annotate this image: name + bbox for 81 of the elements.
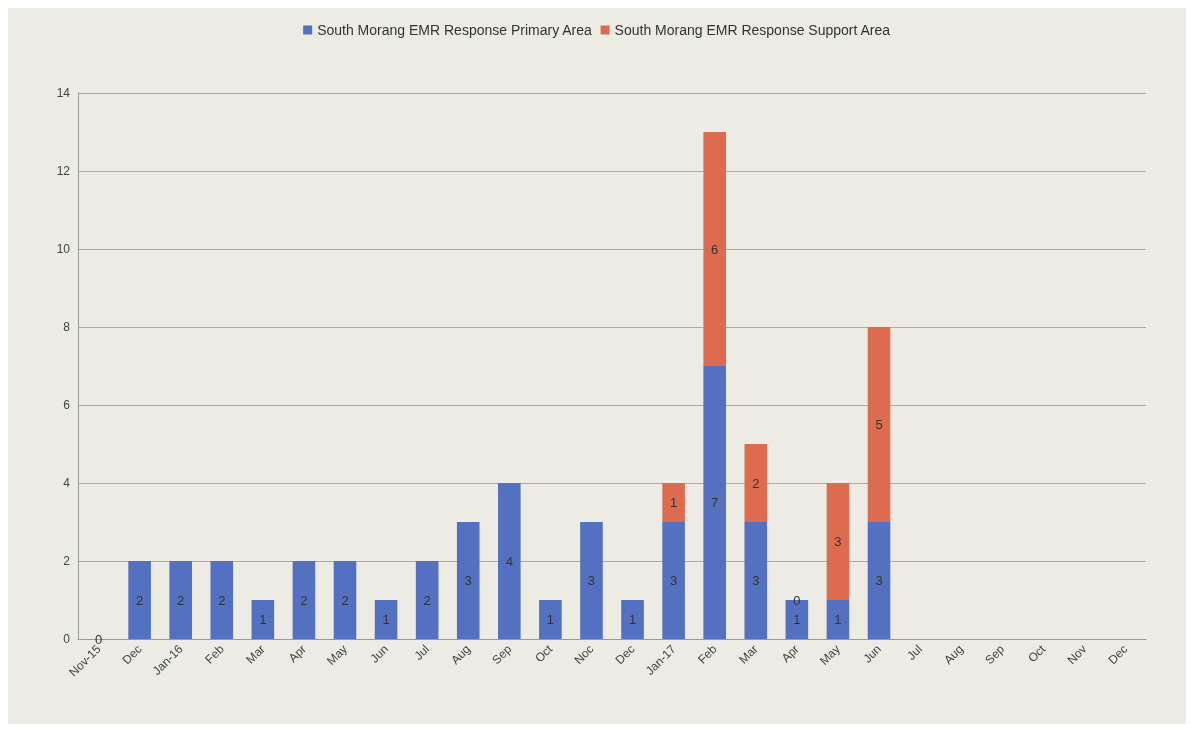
data-label: 2 [423,592,431,608]
x-tick-label: Noc [571,642,597,668]
x-tick-label: Oct [532,641,556,666]
x-tick-label: Oct [1025,641,1049,666]
data-label: 0 [94,631,103,647]
x-tick-label: Aug [941,642,967,668]
data-label: 1 [628,612,637,627]
y-tick-label: 14 [56,86,71,100]
bar [210,561,234,639]
x-tick-label: Jun [860,642,884,666]
bar [703,132,726,366]
bar [169,561,192,639]
bar [662,483,685,522]
x-tick-label: Sep [489,641,515,668]
x-tick-label: Jun [367,642,392,666]
bar [498,483,521,639]
bar [128,561,151,639]
x-tick-label: Jul [411,642,433,663]
x-tick-label: Apr [285,642,309,666]
y-tick-label: 12 [56,164,71,178]
x-tick-label: Dec [119,642,145,668]
y-tick-label: 6 [63,398,71,412]
x-tick-label: Nov [1064,642,1090,668]
bar [415,561,439,639]
x-tick-label: Feb [695,641,720,667]
data-label: 1 [259,612,267,627]
data-label: 2 [218,592,226,608]
x-tick-label: Sep [982,641,1008,668]
data-label: 5 [875,417,883,432]
x-tick-label: Feb [202,641,227,667]
data-label: 1 [793,612,801,627]
x-tick-label: Jul [904,642,926,663]
data-label: 2 [136,592,144,608]
legend-label: South Morang EMR Response Support Area [614,22,891,38]
x-tick-label: Dec [1105,642,1131,668]
data-label: 7 [711,495,719,510]
bar [703,366,726,639]
bar [456,522,480,639]
data-label: 3 [670,573,678,588]
data-label: 4 [505,553,513,569]
data-label: 3 [752,573,760,588]
bar [826,600,850,639]
x-tick-label: Apr [778,642,802,666]
bar [867,327,891,522]
x-tick-label: May [324,642,350,668]
data-label: 2 [300,592,308,608]
data-label: 1 [834,612,842,627]
data-label: 1 [546,612,554,627]
data-label: 3 [875,573,883,588]
legend-label: South Morang EMR Response Primary Area [317,22,593,38]
y-tick-label: 8 [63,320,71,334]
data-label: 1 [382,612,390,627]
x-tick-label: Mar [736,642,761,667]
y-tick-label: 4 [63,476,71,490]
y-tick-label: 0 [63,632,71,646]
x-tick-label: May [816,642,843,668]
bar [744,444,768,522]
x-tick-label: Aug [448,642,474,668]
data-label: 3 [834,534,842,549]
bar [744,522,768,639]
data-label: 2 [177,592,185,608]
bar [826,483,850,600]
bar [867,522,891,639]
bar [539,600,562,639]
x-tick-label: Mar [243,642,268,667]
data-label: 2 [752,475,760,491]
data-label: 3 [587,573,596,588]
bar [333,561,357,639]
bar [662,522,685,639]
x-tick-label: Dec [612,642,638,668]
bar [292,561,316,639]
data-label: 3 [464,573,472,588]
data-label: 2 [341,592,349,608]
bar [621,600,644,639]
y-tick-label: 10 [56,242,71,256]
bar [580,522,603,639]
data-label: 1 [670,495,678,510]
bar [374,600,398,639]
bar [251,600,275,639]
y-tick-label: 2 [63,554,71,568]
data-label: 6 [711,241,719,257]
